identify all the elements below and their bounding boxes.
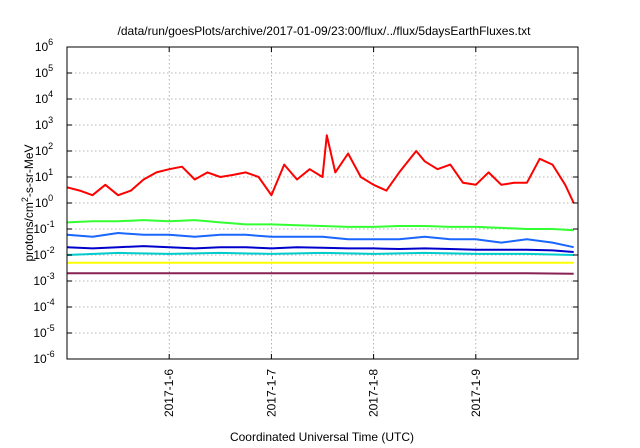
- y-tick-label: 10-2: [33, 245, 54, 262]
- y-tick-label: 100: [35, 193, 53, 210]
- x-axis: 2017-1-6 2017-1-7 2017-1-8 2017-1-9: [162, 47, 483, 417]
- y-tick-label: 10-4: [33, 297, 54, 314]
- series-line-7: [67, 272, 574, 275]
- x-tick-label: 2017-1-9: [469, 369, 483, 417]
- y-tick-label: 10-6: [33, 349, 54, 366]
- y-tick-label: 103: [35, 115, 53, 132]
- y-tick-label: 10-5: [33, 323, 54, 340]
- x-tick-label: 2017-1-7: [264, 369, 278, 417]
- series-line-1: [66, 134, 575, 204]
- y-axis-label-base: protons/cm: [22, 202, 36, 261]
- y-tick-label: 105: [35, 63, 53, 80]
- y-axis: 10-6 10-5 10-4 10-3 10-2 10-1 100 101 102 103 104 1…: [33, 37, 578, 366]
- y-axis-label-sup: 2: [20, 197, 30, 202]
- series-line-2: [66, 219, 574, 232]
- series-line-5: [66, 245, 574, 253]
- y-tick-label: 101: [35, 167, 53, 184]
- y-tick-label: 10-3: [33, 271, 54, 288]
- x-tick-label: 2017-1-6: [162, 369, 176, 417]
- y-tick-label: 106: [35, 37, 53, 54]
- x-tick-label: 2017-1-8: [367, 369, 381, 417]
- x-axis-label: Coordinated Universal Time (UTC): [230, 430, 414, 444]
- grid-lines: [67, 47, 578, 359]
- chart-title: /data/run/goesPlots/archive/2017-01-09/2…: [118, 24, 532, 38]
- y-tick-label: 104: [35, 89, 53, 106]
- y-axis-label-rest: -s-sr-MeV: [22, 144, 36, 197]
- y-tick-label: 102: [35, 141, 53, 158]
- series-line-3: [66, 232, 574, 249]
- y-tick-label: 10-1: [33, 219, 54, 236]
- data-series: [66, 134, 575, 275]
- y-axis-label: protons/cm2-s-sr-MeV: [20, 144, 36, 261]
- series-line-4: [66, 251, 574, 256]
